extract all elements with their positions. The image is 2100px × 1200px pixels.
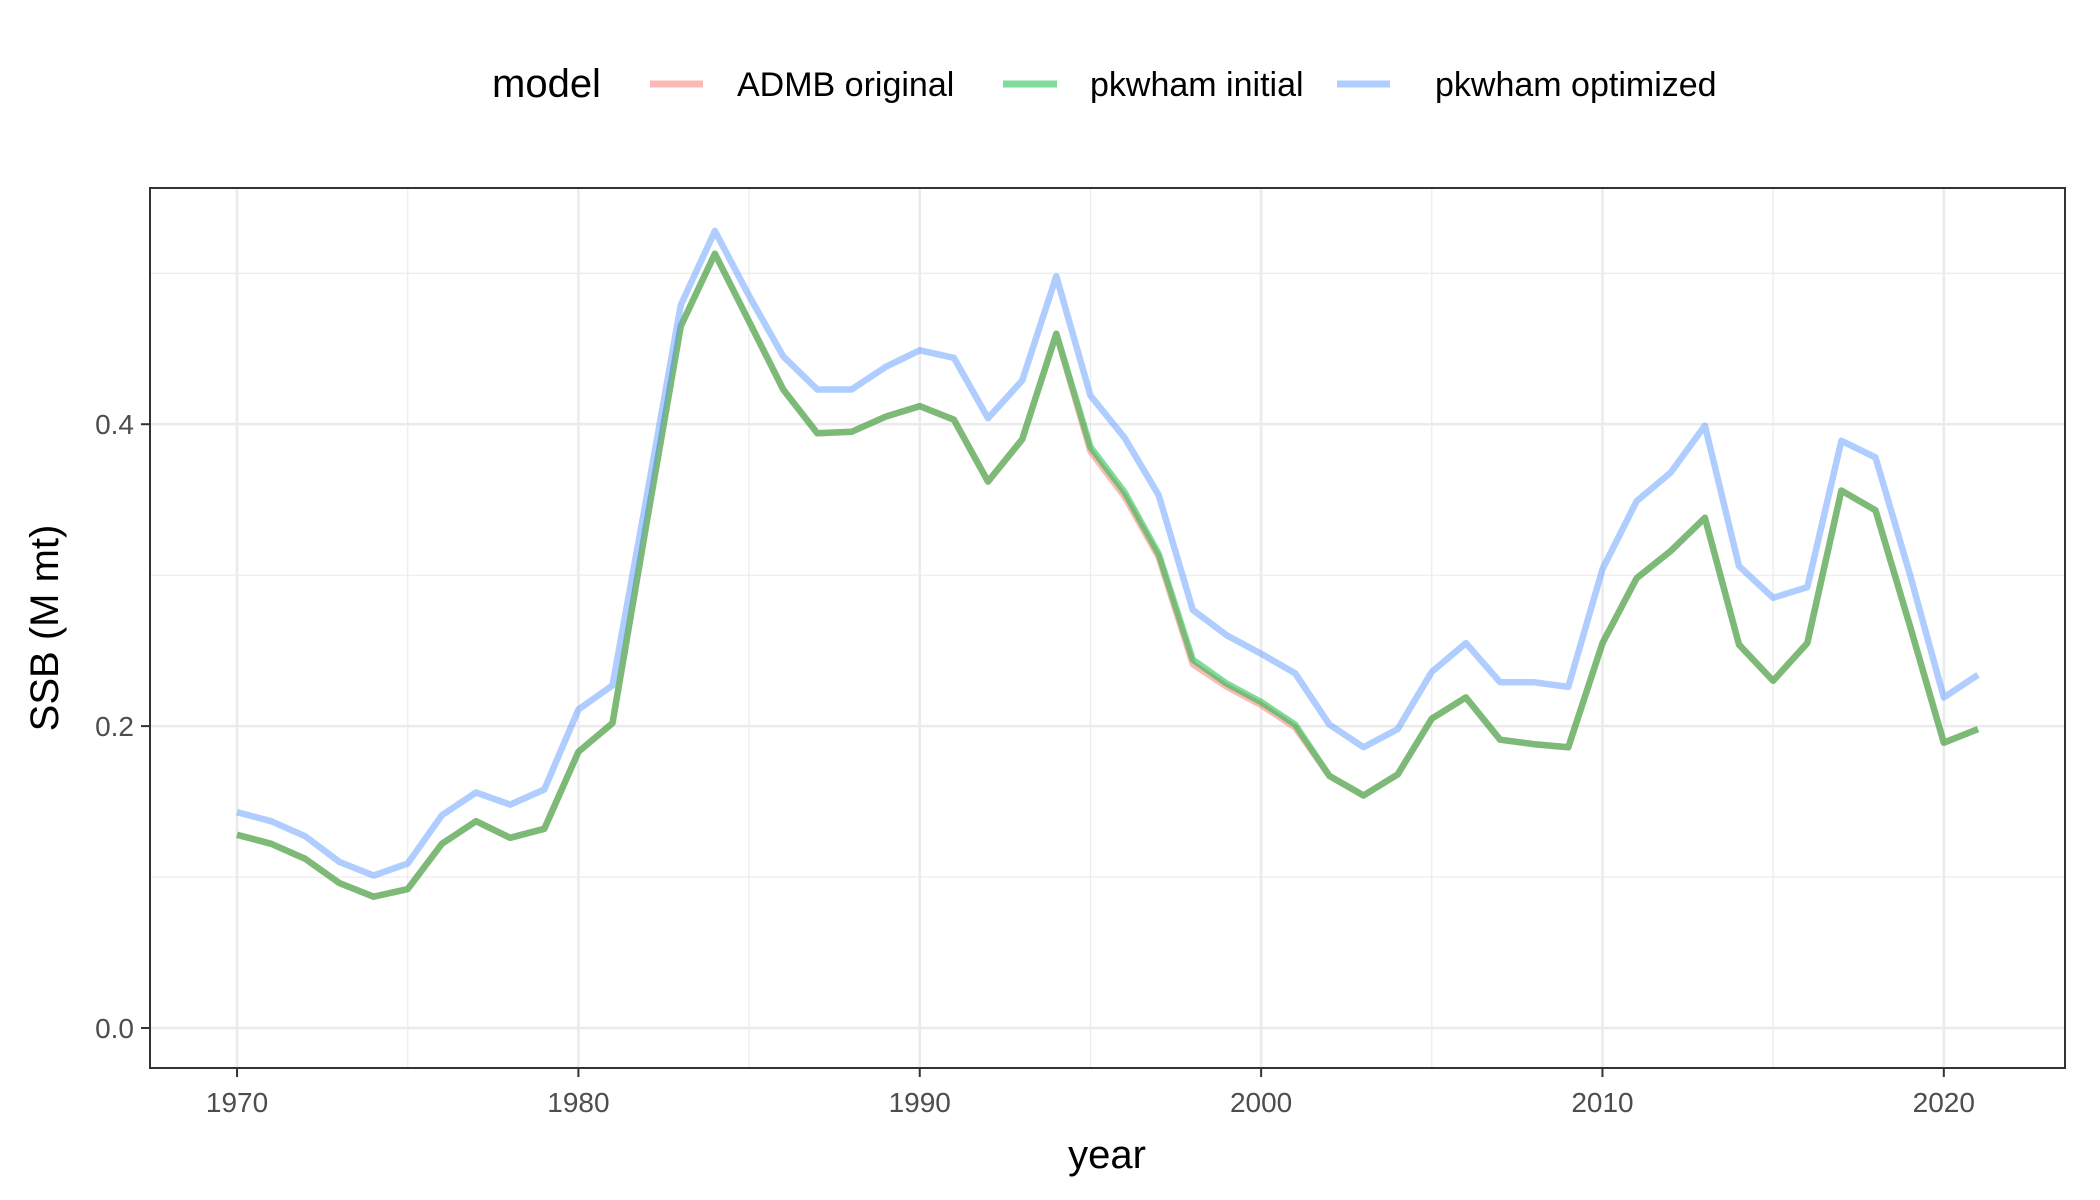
- x-tick-label: 1970: [206, 1087, 268, 1118]
- legend-item-pkwham-optimized: pkwham optimized: [1337, 66, 1717, 104]
- y-tick-label: 0.4: [95, 409, 134, 440]
- legend-title: model: [492, 62, 601, 106]
- x-axis-title: year: [1068, 1133, 1146, 1177]
- y-tick-label: 0.2: [95, 711, 134, 742]
- x-tick-label: 2000: [1230, 1087, 1292, 1118]
- x-tick-label: 1990: [889, 1087, 951, 1118]
- x-tick-label: 1980: [547, 1087, 609, 1118]
- legend-label-admb-original: ADMB original: [737, 66, 954, 104]
- y-axis: 0.0 0.2 0.4: [95, 409, 150, 1044]
- legend-item-pkwham-initial: pkwham initial: [1003, 66, 1304, 104]
- x-tick-label: 2020: [1913, 1087, 1975, 1118]
- legend-item-admb-original: ADMB original: [650, 66, 954, 104]
- plot-panel: [150, 188, 2065, 1068]
- series-lines: [236, 227, 1980, 900]
- legend-label-pkwham-initial: pkwham initial: [1090, 66, 1304, 104]
- y-tick-label: 0.0: [95, 1013, 134, 1044]
- legend-label-pkwham-optimized: pkwham optimized: [1435, 66, 1717, 104]
- y-axis-title: SSB (M mt): [23, 525, 67, 732]
- x-tick-label: 2010: [1571, 1087, 1633, 1118]
- series-line-pkwham-optimized: [236, 227, 1980, 879]
- x-axis: 1970 1980 1990 2000 2010 2020: [206, 1068, 1975, 1118]
- legend: model ADMB original pkwham initial pkwha…: [492, 62, 1717, 106]
- grid-major: [150, 188, 2065, 1068]
- series-line-pkwham-initial: [236, 250, 1980, 900]
- plot-border: [149, 187, 2066, 1069]
